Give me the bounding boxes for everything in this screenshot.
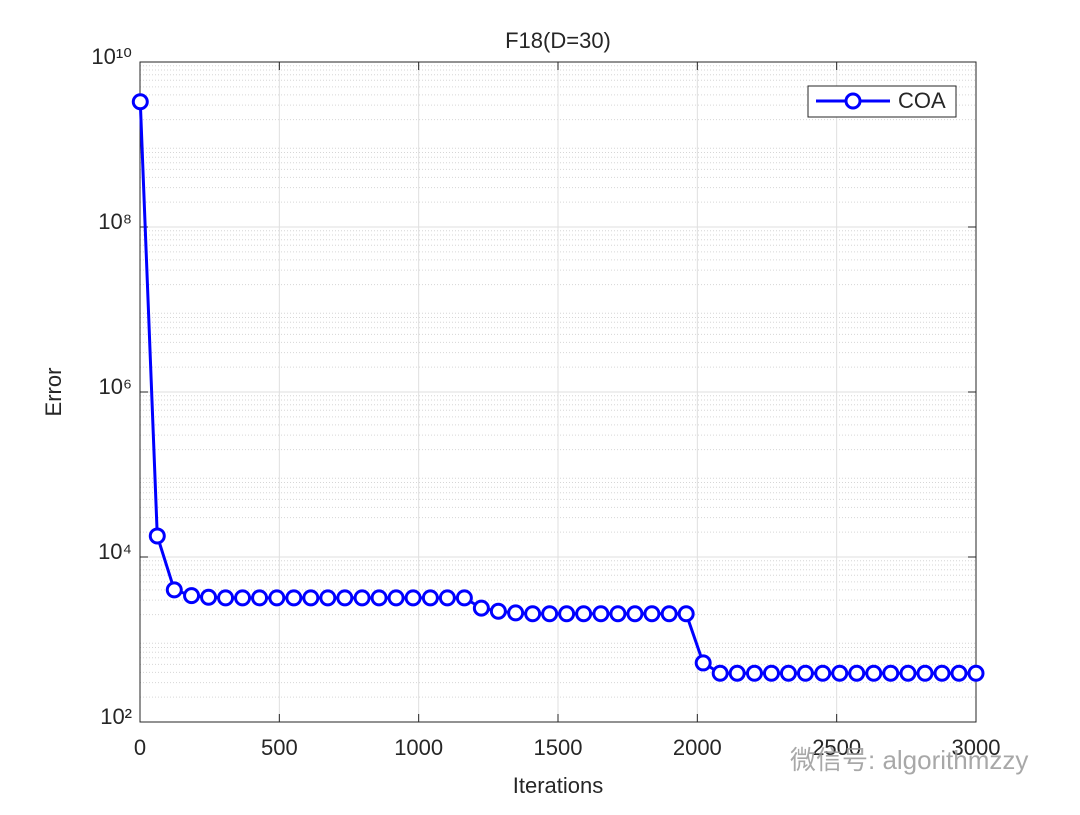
y-axis-label: Error [41,368,66,417]
y-tick-label: 10⁶ [98,374,132,399]
data-marker [472,599,490,617]
data-marker [728,664,746,682]
data-marker [899,664,917,682]
data-marker [183,587,201,605]
data-marker [302,589,320,607]
x-tick-label: 500 [261,735,298,760]
chart-title: F18(D=30) [505,28,611,53]
y-tick-label: 10¹⁰ [91,44,132,69]
data-marker [882,664,900,682]
data-marker [268,589,286,607]
data-marker [660,605,678,623]
data-marker [762,664,780,682]
data-marker [370,589,388,607]
data-marker [831,664,849,682]
x-tick-label: 0 [134,735,146,760]
data-marker [285,589,303,607]
legend-marker [844,92,862,110]
data-marker [779,664,797,682]
data-marker [319,589,337,607]
data-marker [677,605,695,623]
data-marker [694,654,712,672]
x-axis-label: Iterations [513,773,604,798]
data-marker [387,589,405,607]
data-marker [848,664,866,682]
data-marker [165,581,183,599]
data-marker [745,664,763,682]
data-marker [541,605,559,623]
y-tick-label: 10⁸ [98,209,132,234]
x-tick-label: 2500 [812,735,861,760]
x-tick-label: 1500 [534,735,583,760]
data-marker [796,664,814,682]
x-tick-label: 1000 [394,735,443,760]
data-marker [711,664,729,682]
data-marker [455,589,473,607]
data-marker [916,664,934,682]
data-marker [353,589,371,607]
data-marker [933,664,951,682]
data-marker [148,527,166,545]
data-marker [558,605,576,623]
data-marker [592,605,610,623]
data-marker [438,589,456,607]
data-marker [217,589,235,607]
data-marker [626,605,644,623]
x-tick-label: 3000 [952,735,1001,760]
x-tick-label: 2000 [673,735,722,760]
data-marker [421,589,439,607]
y-tick-label: 10⁴ [98,539,132,564]
data-marker [575,605,593,623]
watermark: 微信号: algorithmzzy [790,745,1028,775]
data-marker [524,605,542,623]
data-marker [489,602,507,620]
data-marker [814,664,832,682]
data-marker [609,605,627,623]
legend-label: COA [898,88,946,113]
data-marker [507,604,525,622]
data-marker [865,664,883,682]
data-marker [967,664,985,682]
data-marker [404,589,422,607]
data-marker [131,93,149,111]
data-marker [643,605,661,623]
data-marker [200,588,218,606]
data-marker [251,589,269,607]
data-marker [234,589,252,607]
axes-box [139,61,977,723]
data-marker [336,589,354,607]
data-marker [950,664,968,682]
y-tick-label: 10² [100,704,132,729]
